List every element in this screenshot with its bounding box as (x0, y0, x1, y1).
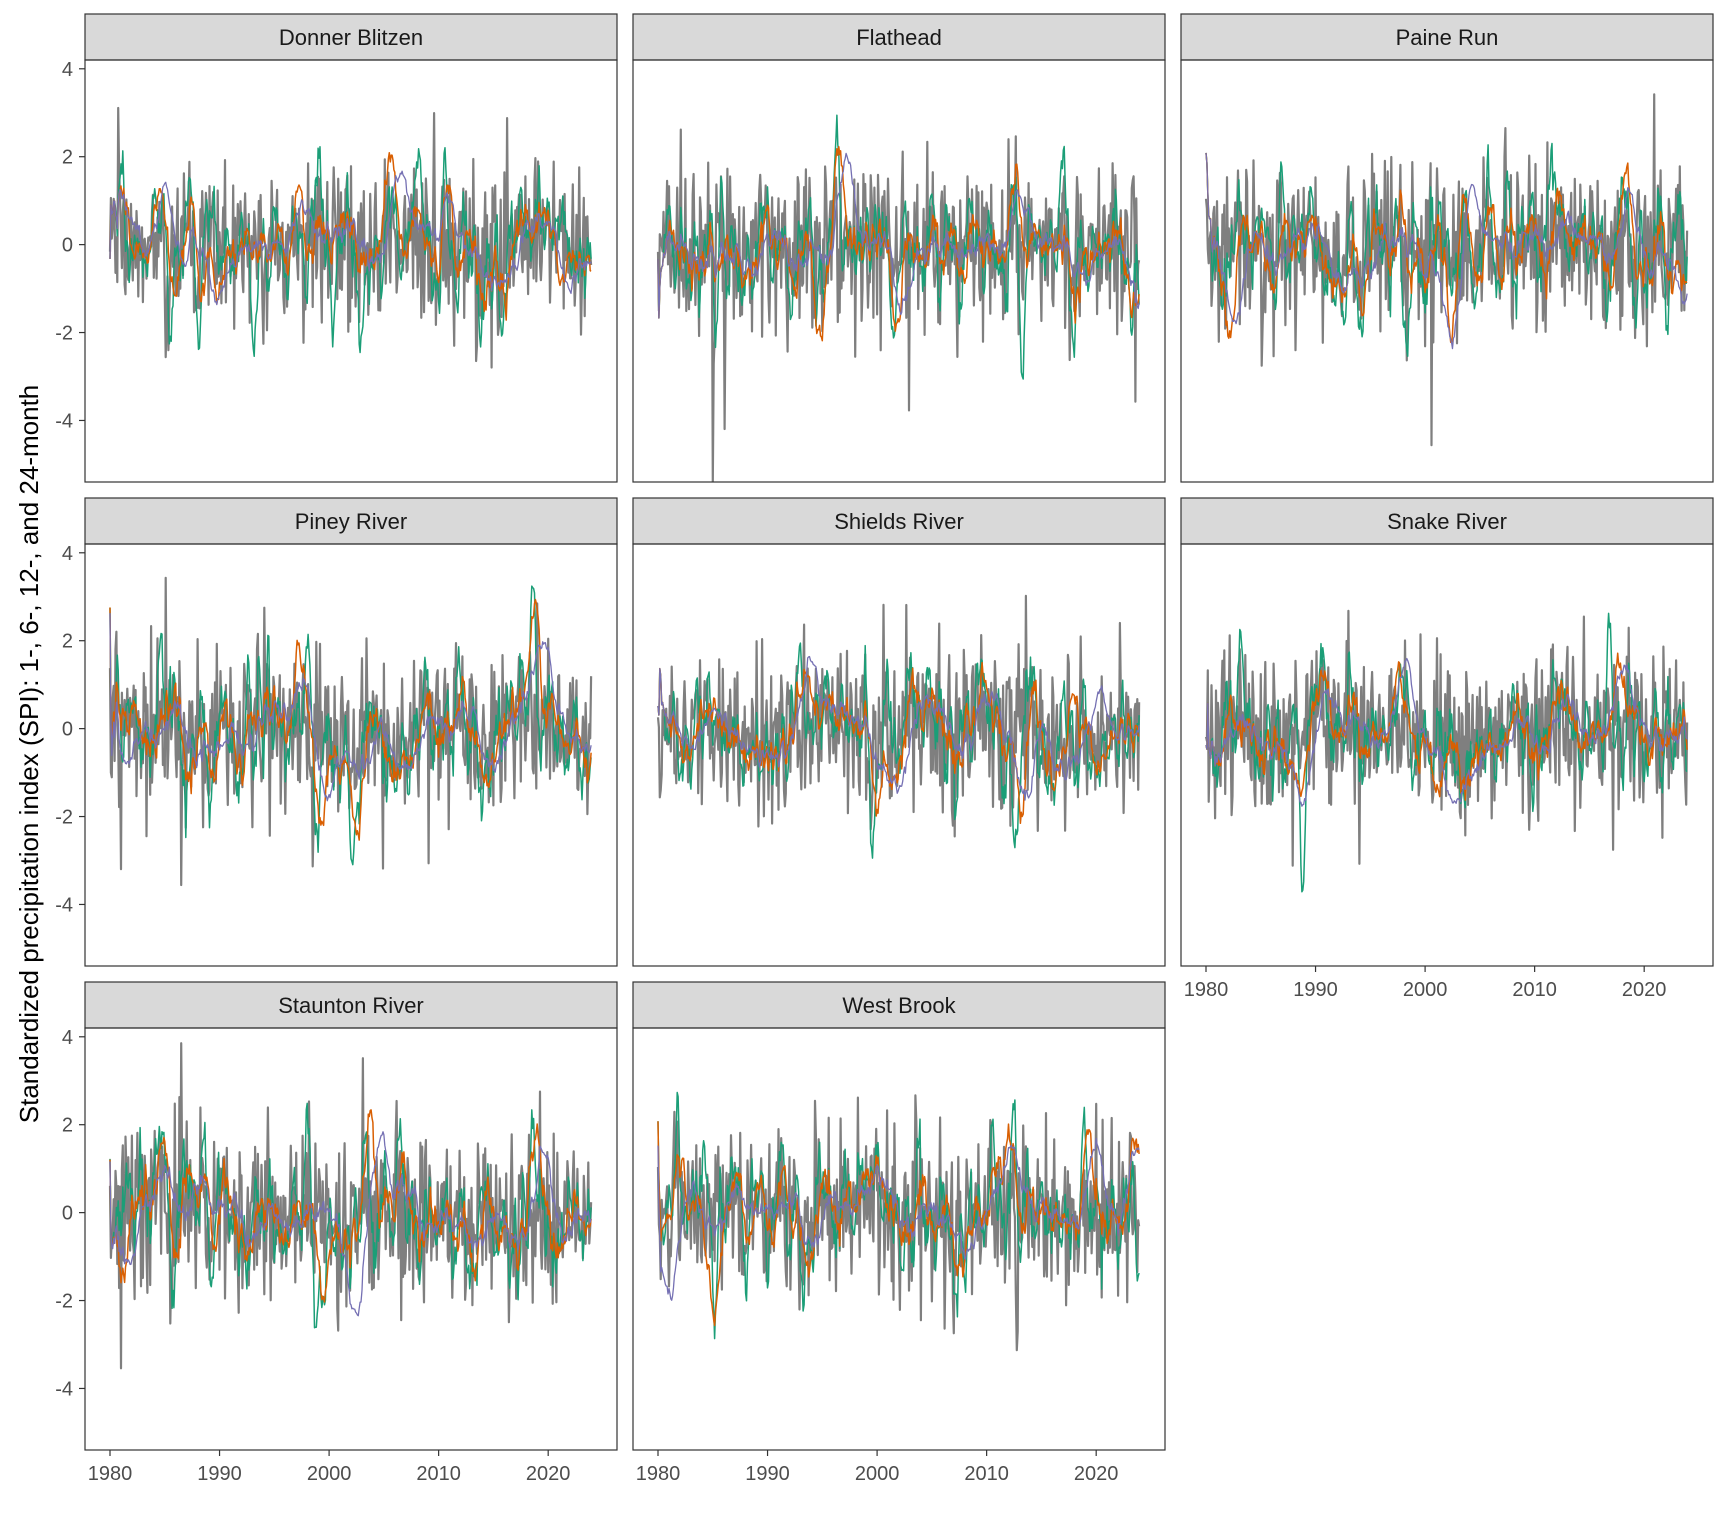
spi-24-month-line (657, 655, 1140, 801)
panel-border (84, 543, 618, 967)
spi-12-month-line (1205, 152, 1688, 344)
spi-12-month-line (657, 145, 1140, 342)
y-tick-label: 0 (62, 719, 73, 741)
facet-strip (84, 981, 618, 1029)
facet-panels: Donner Blitzen -4 -2 0 2 4 Flathead Paine Run Pi… (55, 13, 1714, 1485)
facet-title: Piney River (295, 509, 407, 534)
y-tick-label: -4 (55, 410, 73, 432)
y-axis-title: Standardized precipitation index (SPI): … (14, 385, 44, 1124)
y-tick-label: -4 (55, 894, 73, 916)
x-tick-label: 2000 (1403, 979, 1448, 1001)
y-tick-label: -4 (55, 1378, 73, 1400)
spi-24-month-line (657, 152, 1140, 319)
panel-series (108, 1042, 593, 1370)
x-tick-label: 2020 (1074, 1463, 1119, 1485)
x-tick-label: 2010 (964, 1463, 1009, 1485)
y-tick-label: 2 (62, 1115, 73, 1137)
x-tick-label: 2010 (416, 1463, 461, 1485)
panel-border (632, 1027, 1166, 1451)
facet-strip (632, 13, 1166, 61)
facet-strip (1180, 497, 1714, 545)
facet-title: Staunton River (278, 993, 424, 1018)
y-tick-label: -2 (55, 323, 73, 345)
spi-12-month-line (657, 661, 1140, 825)
x-tick-label: 2000 (855, 1463, 900, 1485)
y-tick-label: 0 (62, 1203, 73, 1225)
panel-series (108, 106, 593, 369)
panel-series (1204, 93, 1689, 447)
facet-panel: Staunton River -4 -2 0 2 4 1980 1990 2000 2010 202… (55, 981, 618, 1485)
panel-series (1204, 609, 1689, 893)
spi-24-month-line (109, 1131, 592, 1317)
panel-border (632, 543, 1166, 967)
facet-title: Snake River (1387, 509, 1507, 534)
facet-panel: Donner Blitzen -4 -2 0 2 4 (55, 13, 618, 483)
y-tick-label: -2 (55, 1291, 73, 1313)
spi-24-month-line (109, 613, 592, 802)
x-tick-label: 2000 (307, 1463, 352, 1485)
x-tick-label: 1980 (88, 1463, 133, 1485)
facet-panel: Piney River -4 -2 0 2 4 (55, 497, 618, 967)
facet-panel: Shields River (632, 497, 1166, 967)
facet-strip (84, 13, 618, 61)
spi-12-month-line (1205, 652, 1688, 801)
y-tick-label: 4 (62, 1027, 73, 1049)
facet-strip (84, 497, 618, 545)
spi-24-month-line (1205, 657, 1688, 807)
facet-strip (632, 497, 1166, 545)
facet-title: Flathead (856, 25, 942, 50)
panel-border (84, 59, 618, 483)
facet-panel: Flathead (632, 13, 1166, 483)
x-tick-label: 1990 (1293, 979, 1338, 1001)
facet-panel: West Brook 1980 1990 2000 2010 2020 (632, 981, 1166, 1485)
panel-series (108, 576, 593, 887)
y-tick-label: 2 (62, 631, 73, 653)
x-tick-label: 1980 (1184, 979, 1229, 1001)
panel-border (632, 59, 1166, 483)
spi-24-month-line (1205, 152, 1688, 350)
panel-border (84, 1027, 618, 1451)
facet-panel: Snake River 1980 1990 2000 2010 2020 (1180, 497, 1714, 1001)
spi-12-month-line (657, 1121, 1140, 1327)
x-tick-label: 1990 (745, 1463, 790, 1485)
y-tick-label: -2 (55, 807, 73, 829)
x-tick-label: 1990 (197, 1463, 242, 1485)
x-tick-label: 2020 (526, 1463, 571, 1485)
x-tick-label: 2020 (1622, 979, 1667, 1001)
spi-12-month-line (109, 598, 592, 841)
spi-6-month-line (1205, 142, 1688, 357)
facet-title: Donner Blitzen (279, 25, 423, 50)
facet-title: West Brook (842, 993, 956, 1018)
y-tick-label: 4 (62, 543, 73, 565)
facet-panel: Paine Run (1180, 13, 1714, 483)
spi-6-month-line (657, 114, 1140, 380)
spi-6-month-line (109, 585, 592, 866)
panel-series (656, 1091, 1141, 1352)
panel-border (1180, 59, 1714, 483)
panel-series (656, 594, 1141, 859)
facet-strip (1180, 13, 1714, 61)
spi-24-month-line (109, 170, 592, 306)
panel-series (656, 114, 1141, 482)
y-tick-label: 0 (62, 235, 73, 257)
y-tick-label: 4 (62, 59, 73, 81)
facet-title: Paine Run (1396, 25, 1499, 50)
spi-1-month-line (656, 594, 1141, 838)
spi-1-month-line (656, 128, 1141, 482)
x-tick-label: 1980 (636, 1463, 681, 1485)
x-tick-label: 2010 (1512, 979, 1557, 1001)
facet-title: Shields River (834, 509, 964, 534)
panel-border (1180, 543, 1714, 967)
y-tick-label: 2 (62, 147, 73, 169)
spi-24-month-line (657, 1137, 1140, 1301)
